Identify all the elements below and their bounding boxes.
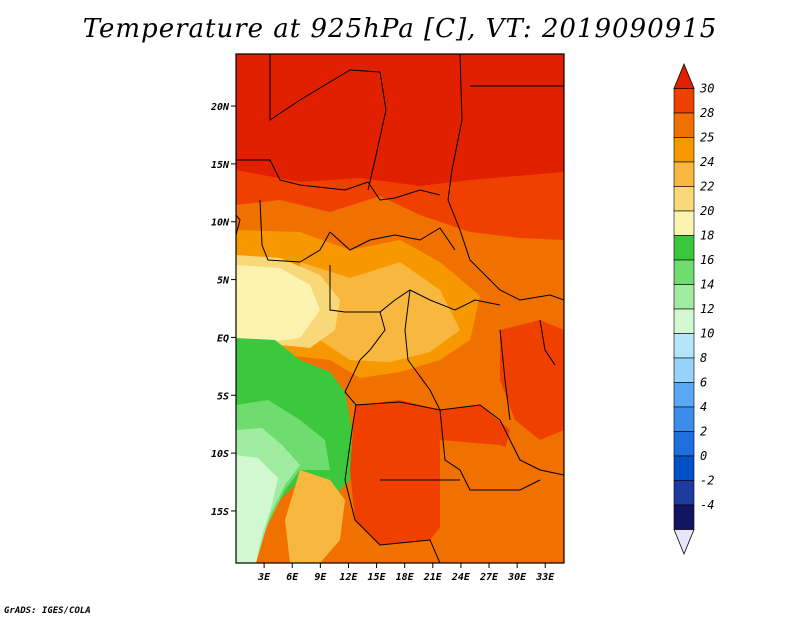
great-lakes-hot-region xyxy=(500,320,564,440)
gulf-coast-cream-region xyxy=(236,265,320,342)
credit-label: GrADS: IGES/COLA xyxy=(4,606,91,616)
colorbar-label: 8 xyxy=(700,351,707,365)
colorbar-segment xyxy=(673,455,695,481)
colorbar-top-arrow xyxy=(673,62,695,89)
east-orange-region xyxy=(440,440,564,563)
ocean-pale-blue-region xyxy=(236,455,278,563)
colorbar-label: 2 xyxy=(700,425,707,439)
lat-tick-label: 15N xyxy=(211,160,230,171)
lon-tick-label: 12E xyxy=(339,572,358,583)
colorbar-segment xyxy=(673,431,695,457)
colorbar-label: 6 xyxy=(700,376,707,390)
colorbar-label: 30 xyxy=(699,82,714,96)
colorbar-segment xyxy=(673,357,695,383)
lon-tick-label: 24E xyxy=(451,572,471,583)
lat-tick-label: 20N xyxy=(210,102,230,113)
southern-hot-region xyxy=(350,400,510,545)
lon-tick-label: 18E xyxy=(396,572,415,583)
colorbar-segment xyxy=(673,235,695,261)
colorbar-label: 10 xyxy=(700,327,714,341)
namib-coast-band xyxy=(285,470,345,563)
lon-tick-label: 9E xyxy=(314,572,327,583)
lon-tick-label: 33E xyxy=(535,572,555,583)
country-borders xyxy=(236,54,564,563)
colorbar-label: 0 xyxy=(700,449,707,463)
colorbar-label: 18 xyxy=(700,229,714,243)
lon-tick-label: 30E xyxy=(507,572,527,583)
colorbar-label: 20 xyxy=(700,204,714,218)
lon-tick-label: 3E xyxy=(257,572,271,583)
colorbar-label: 14 xyxy=(700,278,714,292)
lon-tick-label: 21E xyxy=(423,572,443,583)
colorbar-segment xyxy=(673,382,695,408)
colorbar-segment xyxy=(673,112,695,138)
colorbar-bottom-arrow xyxy=(673,529,695,556)
colorbar-segment xyxy=(673,210,695,236)
map-frame xyxy=(235,53,565,564)
colorbar-label: 25 xyxy=(700,131,714,145)
colorbar-segment xyxy=(673,284,695,310)
chart-title: Temperature at 925hPa [C], VT: 201909091… xyxy=(82,14,718,44)
colorbar-segment xyxy=(673,186,695,212)
colorbar-segment xyxy=(673,504,695,530)
colorbar-label: 4 xyxy=(700,400,707,414)
colorbar-label: 22 xyxy=(700,180,714,194)
lat-tick-label: 5S xyxy=(217,391,229,402)
colorbar-segment xyxy=(673,88,695,114)
lon-tick-label: 27E xyxy=(479,572,499,583)
colorbar-label: 28 xyxy=(700,106,714,120)
colorbar-segment xyxy=(673,308,695,334)
temperature-field xyxy=(236,54,564,563)
lat-tick-label: 5N xyxy=(217,276,230,287)
colorbar-segment xyxy=(673,406,695,432)
lon-tick-label: 6E xyxy=(286,572,299,583)
colorbar-label: -2 xyxy=(700,474,714,488)
latitude-axis: 20N 15N 10N 5N EQ 5S 10S 15S xyxy=(210,102,236,518)
colorbar-label: 12 xyxy=(700,302,714,316)
colorbar-label: 16 xyxy=(700,253,714,267)
lon-tick-label: 15E xyxy=(368,572,387,583)
colorbar-segment xyxy=(673,333,695,359)
colorbar-segment xyxy=(673,259,695,285)
colorbar-segment xyxy=(673,480,695,506)
lat-tick-label: EQ xyxy=(217,333,229,344)
lat-tick-label: 10N xyxy=(211,218,230,229)
lat-tick-label: 15S xyxy=(211,507,229,518)
colorbar-segment xyxy=(673,137,695,163)
colorbar-label: -4 xyxy=(700,498,714,512)
longitude-axis: 3E 6E 9E 12E 15E 18E 21E 24E 27E 30E 33E xyxy=(257,563,555,583)
lat-tick-label: 10S xyxy=(211,449,229,460)
colorbar-segment xyxy=(673,161,695,187)
colorbar-label: 24 xyxy=(700,155,714,169)
